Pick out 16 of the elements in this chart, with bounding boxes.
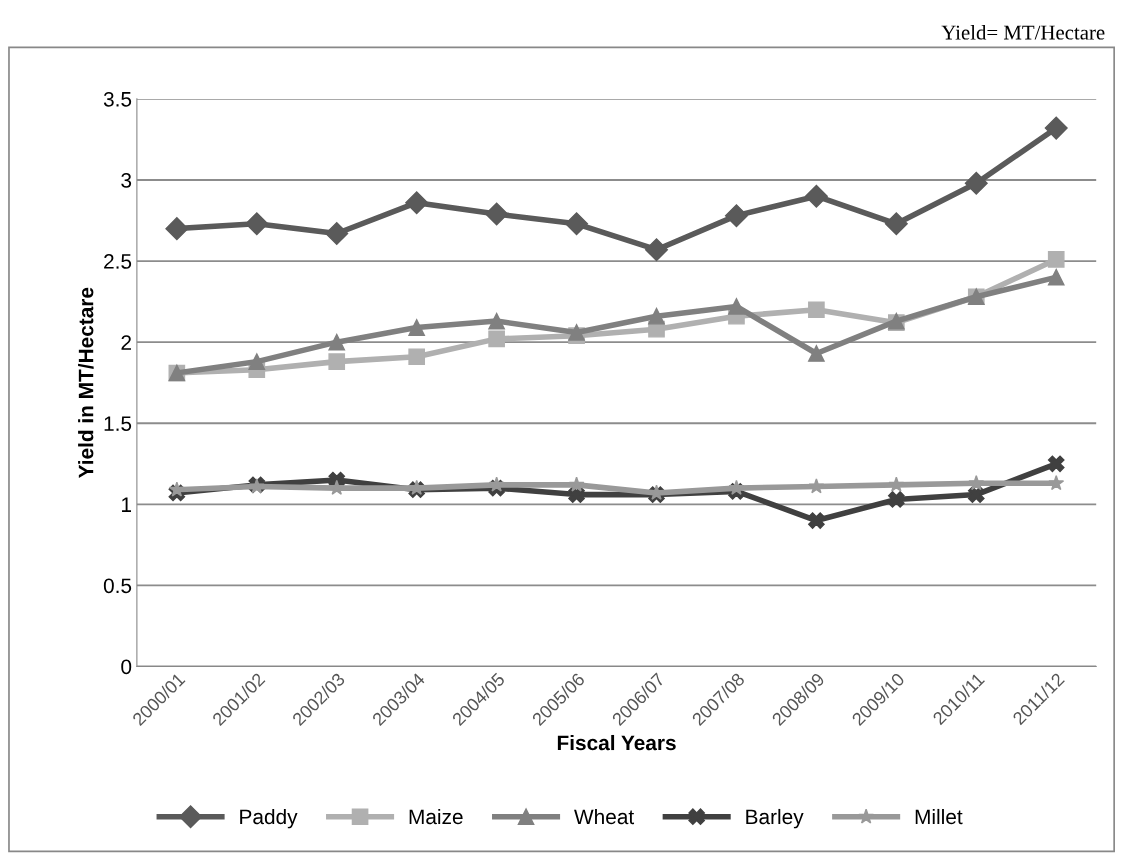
y-tick-label: 3: [121, 172, 132, 188]
y-tick-label: 0: [121, 659, 132, 675]
x-axis-title: Fiscal Years: [557, 734, 676, 751]
y-tick-label: 1: [122, 497, 132, 512]
legend-label: Wheat: [574, 808, 635, 825]
legend-label: Millet: [915, 808, 963, 825]
legend-label: Paddy: [240, 808, 298, 829]
y-tick-label: 0.5: [103, 578, 132, 594]
legend-label: Barley: [746, 808, 804, 829]
text: Yield= MT/Hectare: [941, 24, 1105, 40]
y-axis-title: Yield in MT/Hectare: [78, 287, 94, 479]
y-tick-label: 3.5: [103, 91, 132, 107]
y-tick-label: 2.5: [104, 254, 132, 269]
legend-label: Maize: [409, 808, 463, 825]
y-tick-label: 2: [121, 335, 131, 350]
y-tick-label: 1.5: [104, 416, 132, 431]
